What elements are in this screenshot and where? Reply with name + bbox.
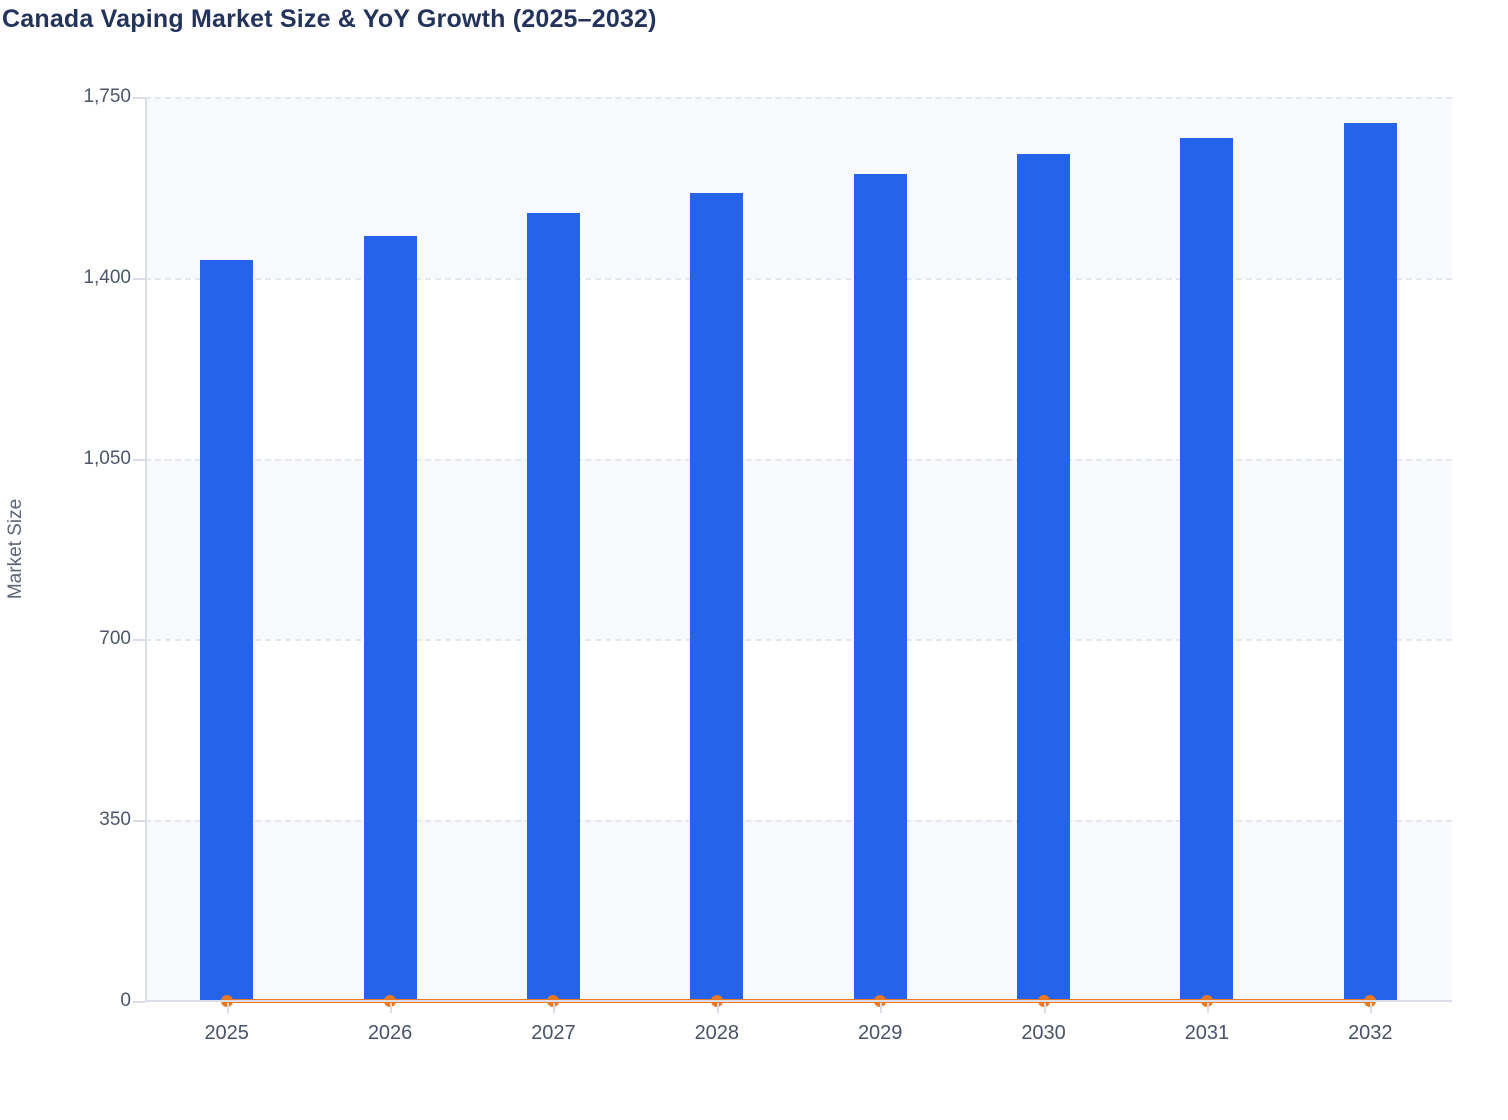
x-tick-label-2031: 2031	[1184, 1022, 1230, 1044]
bar-2027	[526, 213, 580, 1001]
y-tick-mark	[133, 639, 145, 642]
x-tick-mark	[1043, 1003, 1046, 1013]
bar-2025	[200, 259, 254, 1001]
x-tick-label-2030: 2030	[1021, 1022, 1066, 1044]
y-tick-label: 1,750	[83, 86, 131, 107]
y-axis-title: Market Size	[5, 498, 26, 600]
gridline-y	[145, 97, 1452, 99]
y-tick-mark	[133, 277, 145, 280]
x-tick-mark	[390, 1003, 393, 1013]
y-tick-label: 1,050	[83, 447, 131, 469]
x-tick-label-2027: 2027	[531, 1022, 576, 1044]
y-tick-label: 0	[120, 990, 131, 1011]
chart-title: Canada Vaping Market Size & YoY Growth (…	[2, 5, 657, 33]
x-tick-label-2032: 2032	[1348, 1022, 1393, 1044]
bar-2026	[363, 236, 417, 1001]
plot-band	[145, 97, 1452, 278]
y-tick-label: 1,400	[83, 266, 131, 288]
bar-2032	[1343, 122, 1397, 1001]
y-axis-line	[145, 97, 147, 1001]
y-tick-mark	[133, 820, 145, 823]
y-tick-label: 350	[99, 809, 131, 831]
bar-2031	[1180, 138, 1234, 1001]
bar-2028	[690, 192, 744, 1001]
gridline-y	[145, 458, 1452, 461]
x-tick-mark	[553, 1003, 556, 1013]
y-tick-mark	[133, 1001, 145, 1003]
x-tick-mark	[226, 1003, 229, 1013]
x-tick-mark	[880, 1003, 883, 1013]
plot-band	[145, 458, 1452, 640]
y-tick-mark	[133, 97, 145, 99]
gridline-y	[145, 639, 1452, 642]
plot-band	[145, 820, 1452, 1001]
gridline-y	[145, 820, 1452, 823]
plot-area	[145, 97, 1452, 1007]
x-tick-label-2026: 2026	[367, 1022, 413, 1044]
bar-2030	[1017, 153, 1071, 1001]
x-tick-mark	[1206, 1003, 1209, 1013]
y-tick-label: 700	[99, 628, 131, 650]
y-tick-mark	[133, 458, 145, 461]
x-tick-label-2025: 2025	[204, 1022, 249, 1044]
bar-2029	[853, 174, 907, 1001]
x-tick-label-2028: 2028	[694, 1022, 740, 1044]
gridline-y	[145, 277, 1452, 280]
x-tick-mark	[716, 1003, 719, 1013]
x-axis-baseline	[145, 1000, 1452, 1002]
x-tick-mark	[1370, 1003, 1373, 1013]
x-tick-label-2029: 2029	[857, 1022, 903, 1044]
